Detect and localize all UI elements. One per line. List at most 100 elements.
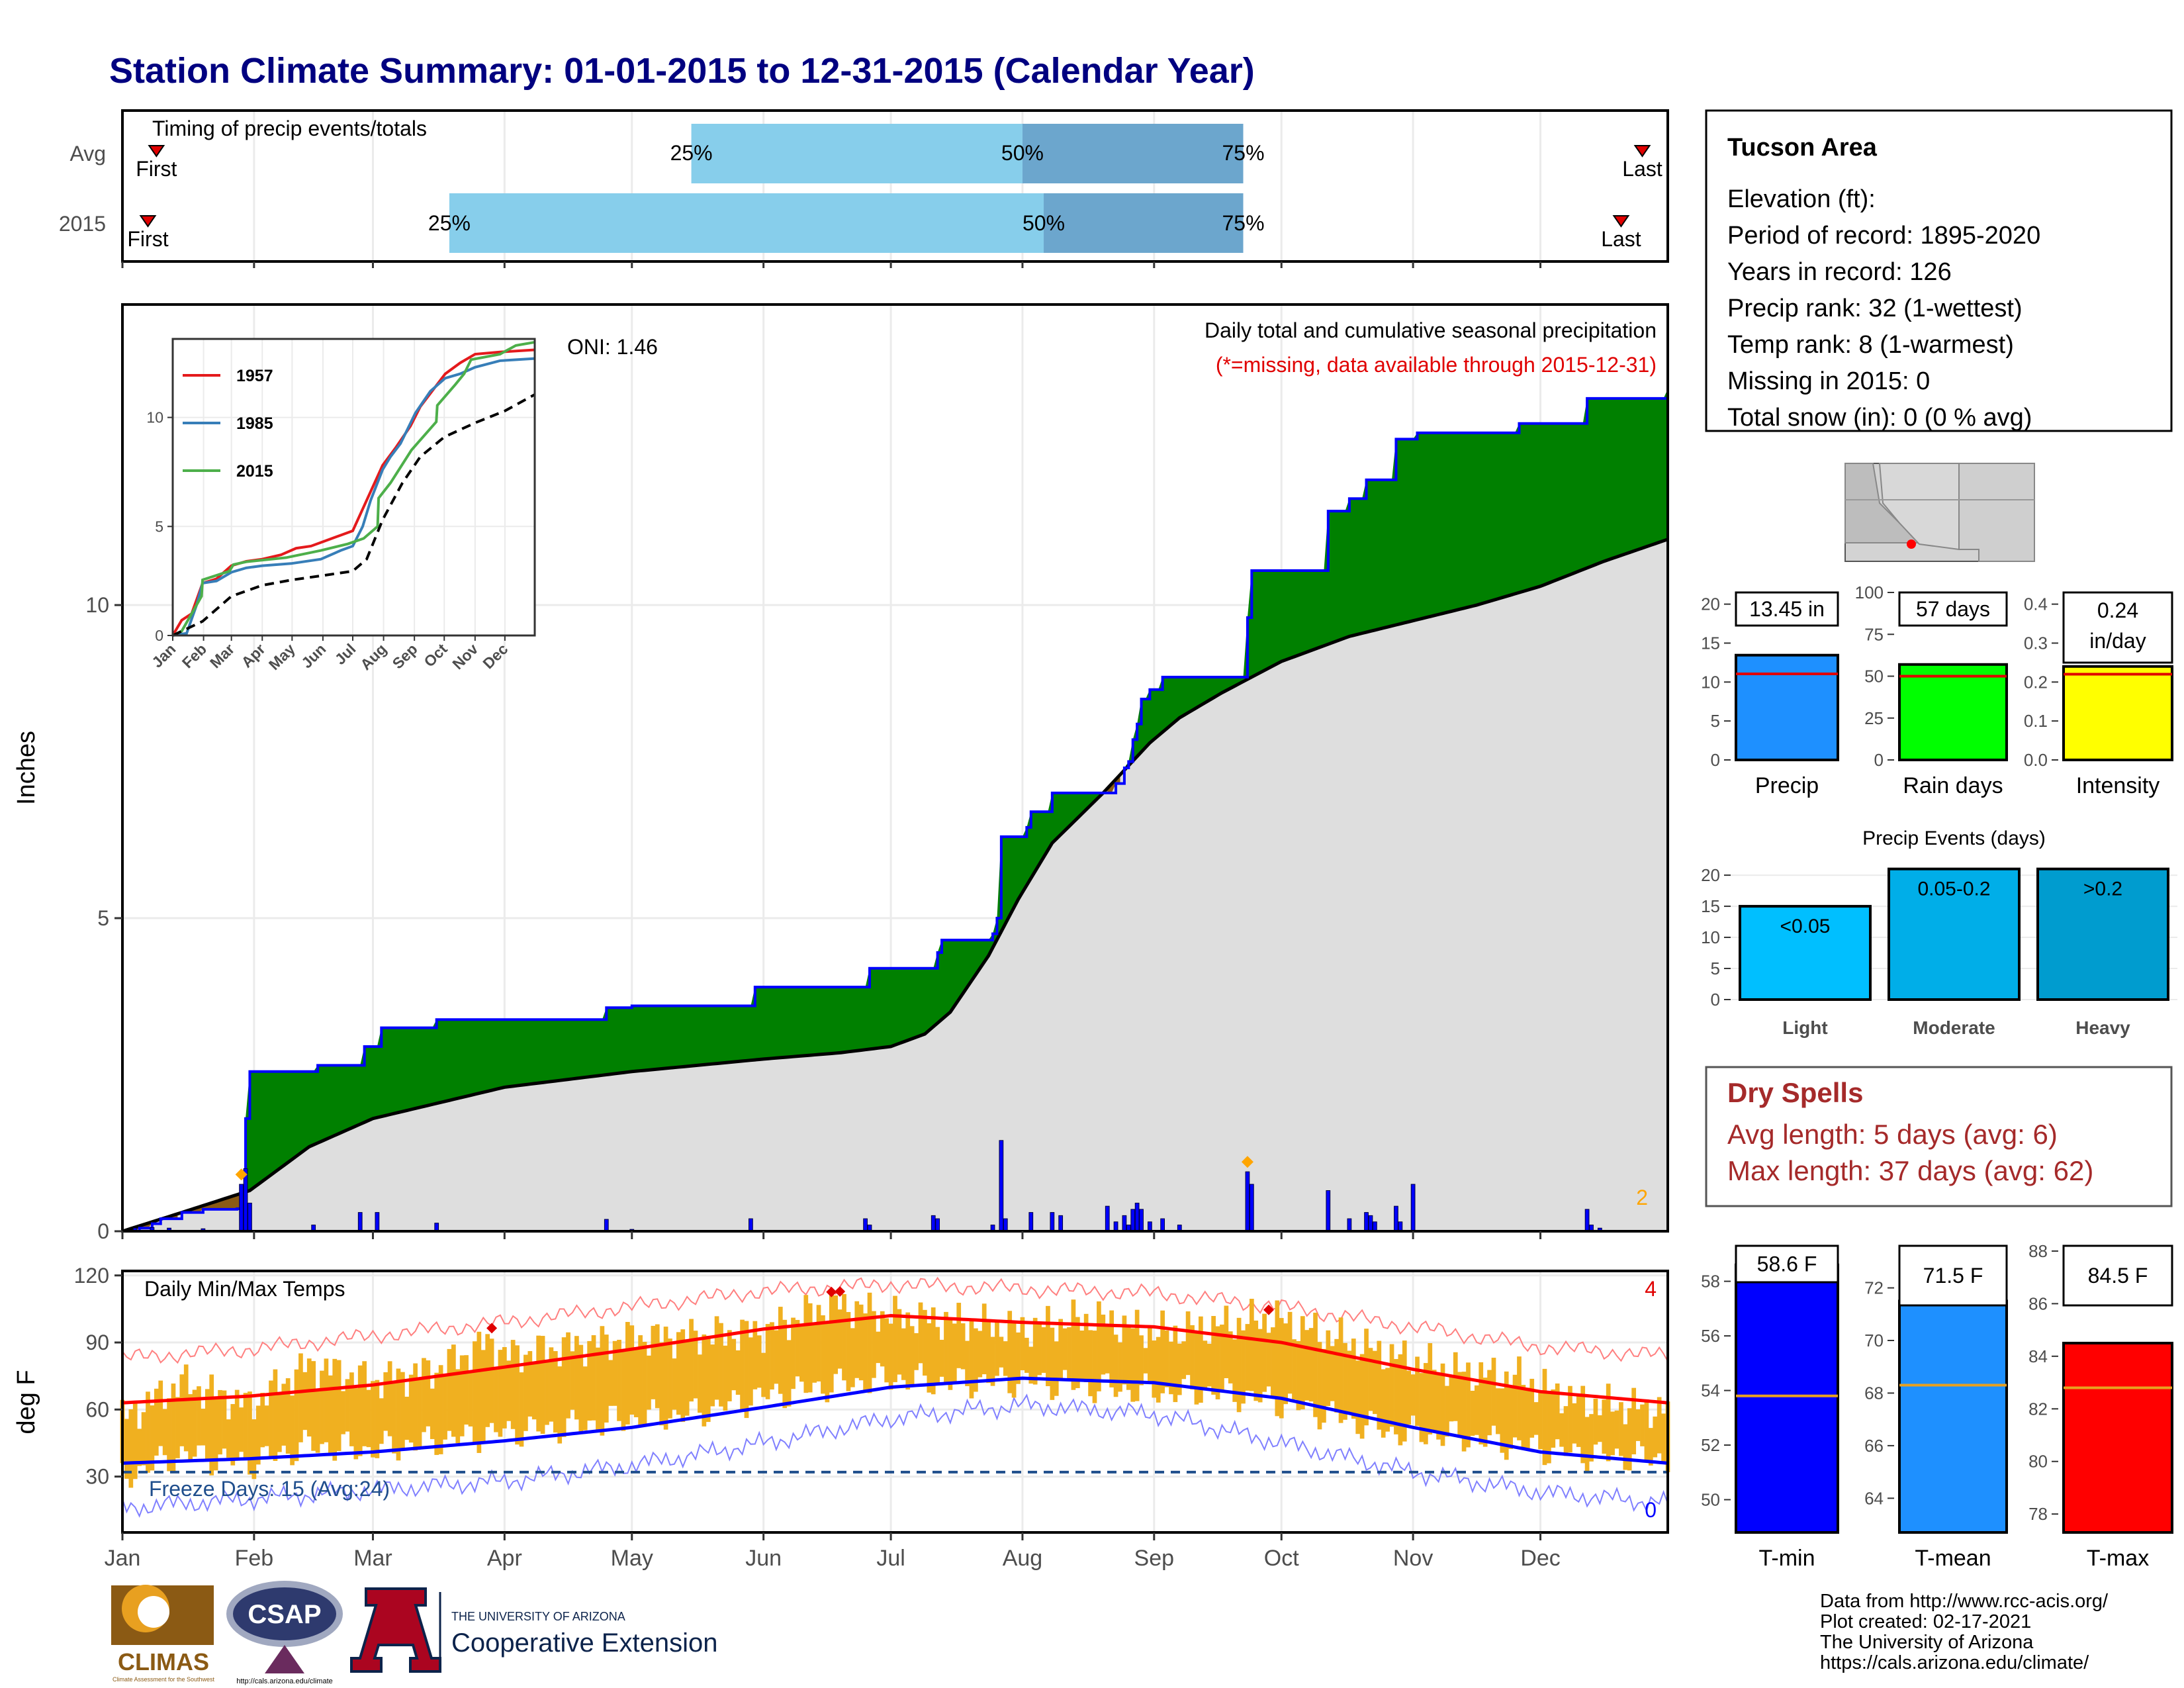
daily-temp-bar-273: [1279, 1318, 1284, 1419]
mini-tmin-category-label: T-min: [1759, 1546, 1815, 1571]
daily-temp-bar-337: [1551, 1389, 1556, 1448]
daily-temp-bar-134: [689, 1319, 694, 1402]
mini-tmax-value-label: 84.5 F: [2088, 1264, 2148, 1288]
mini-tmax-category-label: T-max: [2087, 1546, 2149, 1571]
daily-temp-bar-151: [761, 1352, 766, 1397]
daily-temp-bar-298: [1385, 1368, 1390, 1432]
record-tmax-line: [122, 1276, 1668, 1364]
temp-ytick-label-0: 30: [85, 1465, 109, 1489]
daily-temp-bar-254: [1199, 1316, 1203, 1403]
daily-temp-bar-198: [960, 1323, 966, 1370]
precip-daily-bars: [132, 1140, 1602, 1232]
precip-annotation-missing: (*=missing, data available through 2015-…: [1216, 353, 1657, 377]
daily-precip-bar-34: [1245, 1171, 1250, 1232]
daily-temp-bar-202: [978, 1331, 983, 1378]
daily-temp-bar-353: [1619, 1402, 1623, 1456]
dry-spells-border: [1705, 1066, 2173, 1207]
daily-temp-bar-277: [1296, 1340, 1301, 1411]
dry-spells-avg: Avg length: 5 days (avg: 6): [1727, 1119, 2058, 1150]
daily-temp-bar-281: [1313, 1313, 1318, 1417]
station-info-box: Tucson Area Elevation (ft): Period of re…: [1705, 109, 2173, 432]
daily-temp-bar-17: [192, 1389, 197, 1457]
daily-temp-bar-146: [740, 1319, 745, 1411]
daily-temp-bar-319: [1474, 1385, 1479, 1435]
daily-temp-bar-310: [1436, 1374, 1441, 1440]
mini-tmin-ytick-label-4: 58: [1701, 1272, 1720, 1291]
tmin-chart: 50 52 54 56 58 58.6 F T-min: [1701, 1244, 1843, 1571]
daily-temp-bar-296: [1377, 1340, 1382, 1430]
station-period: Period of record: 1895-2020: [1727, 222, 2040, 250]
daily-temp-bar-165: [821, 1315, 825, 1394]
daily-temp-bar-135: [693, 1331, 698, 1399]
daily-temp-bar-197: [956, 1303, 962, 1368]
daily-temp-bar-5: [141, 1412, 146, 1466]
daily-temp-bar-362: [1657, 1397, 1662, 1454]
daily-temp-bar-74: [434, 1372, 439, 1455]
daily-temp-bar-363: [1661, 1413, 1666, 1463]
daily-temp-bar-112: [596, 1347, 600, 1432]
daily-temp-bar-323: [1491, 1358, 1496, 1426]
daily-temp-bar-26: [230, 1404, 236, 1466]
events-ytick-label-1: 5: [1711, 959, 1720, 978]
timing-label-q75-Avg: 75%: [1222, 141, 1264, 165]
surplus-area-6: [246, 792, 1103, 1192]
daily-temp-bar-305: [1415, 1356, 1420, 1427]
precip-missing-count: 2: [1636, 1186, 1648, 1209]
mini-tmean-value-label: 71.5 F: [1923, 1264, 1983, 1288]
daily-temp-bar-293: [1364, 1329, 1369, 1426]
daily-temp-bar-142: [723, 1345, 728, 1411]
mini-tmax-value-box: [2062, 1244, 2173, 1307]
mini-raindays-ytick-label-0: 0: [1874, 750, 1884, 770]
daily-temp-bar-171: [846, 1312, 851, 1391]
daily-temp-bar-360: [1648, 1428, 1653, 1466]
daily-temp-bar-118: [621, 1350, 626, 1431]
daily-temp-bar-232: [1105, 1324, 1110, 1374]
daily-temp-bar-188: [918, 1302, 923, 1364]
daily-temp-bar-220: [1054, 1341, 1059, 1396]
daily-temp-bar-195: [948, 1317, 953, 1390]
daily-temp-bar-314: [1453, 1352, 1458, 1421]
daily-temp-bar-62: [383, 1372, 388, 1431]
daily-temp-bar-266: [1249, 1299, 1254, 1391]
station-name: Tucson Area: [1727, 134, 1878, 162]
daily-temp-bar-312: [1445, 1385, 1449, 1437]
month-tick-label-5: Jun: [745, 1546, 782, 1571]
daily-temp-bar-301: [1398, 1354, 1403, 1446]
daily-temp-bar-181: [888, 1323, 893, 1390]
daily-temp-bar-166: [825, 1323, 830, 1403]
daily-temp-bar-238: [1130, 1328, 1136, 1402]
timing-bar-q50-q75-Avg: [1022, 124, 1244, 183]
daily-temp-bar-117: [617, 1339, 621, 1421]
mini-intensity-value-box: [2062, 591, 2173, 664]
record-high-marker-2: [835, 1286, 846, 1297]
daily-temp-bar-28: [239, 1407, 244, 1452]
daily-temp-bar-303: [1406, 1370, 1412, 1425]
daily-temp-bar-49: [328, 1375, 333, 1454]
daily-temp-bar-144: [731, 1338, 737, 1391]
daily-temp-bar-150: [756, 1335, 762, 1388]
daily-temp-bar-159: [795, 1319, 800, 1377]
daily-temp-bar-44: [306, 1358, 312, 1437]
events-bar-heavy: [2036, 867, 2169, 1001]
daily-temp-bar-204: [986, 1319, 991, 1383]
daily-temp-bar-231: [1101, 1314, 1106, 1375]
daily-precip-bar-38: [1364, 1212, 1369, 1232]
timing-panel: 25% 50% 75% First Last 25% 50% 75% First Last Tim…: [59, 109, 1669, 263]
record-high-marker-0: [486, 1323, 498, 1334]
events-ytick-label-2: 10: [1701, 927, 1720, 947]
daily-temp-bar-340: [1563, 1406, 1569, 1456]
station-elevation: Elevation (ft):: [1727, 185, 1876, 213]
daily-precip-bar-37: [1347, 1218, 1352, 1232]
locator-map: [1844, 463, 2035, 562]
daily-temp-bar-157: [786, 1340, 792, 1407]
daily-temp-bar-335: [1542, 1368, 1547, 1466]
daily-temp-bar-33: [260, 1393, 265, 1448]
daily-temp-bar-24: [222, 1390, 227, 1449]
mini-tmax-ytick-label-2: 82: [2028, 1399, 2048, 1419]
mini-intensity-ytick-label-1: 0.1: [2024, 711, 2048, 731]
climatology-line: [122, 538, 1668, 1233]
timing-label-q75-2015: 75%: [1222, 211, 1264, 235]
daily-temp-bar-228: [1088, 1330, 1093, 1397]
daily-temp-bar-143: [727, 1330, 732, 1401]
precip-ytick-label-2: 10: [85, 593, 109, 617]
